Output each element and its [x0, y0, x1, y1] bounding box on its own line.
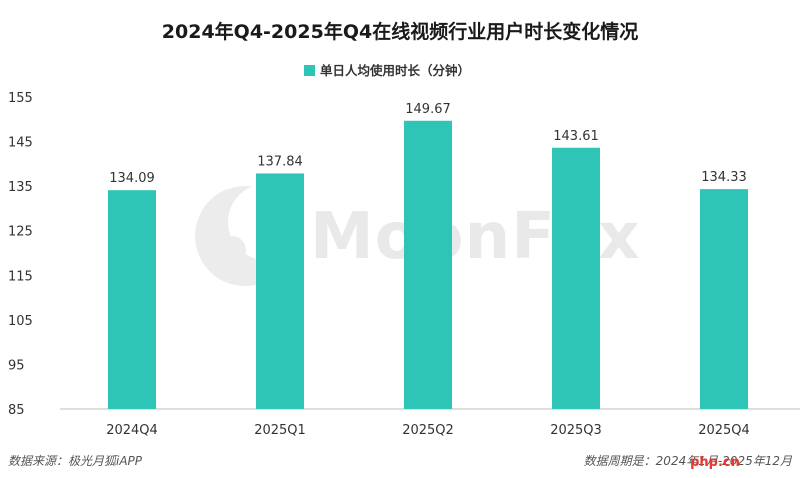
bar-2025Q3 — [552, 147, 600, 410]
source-note: 数据来源：极光月狐iAPP — [8, 454, 143, 468]
y-tick-label: 155 — [8, 91, 33, 106]
y-tick-label: 95 — [8, 358, 25, 373]
legend-swatch — [304, 65, 315, 76]
data-label: 137.84 — [257, 154, 303, 169]
bar-2025Q1 — [256, 173, 304, 409]
y-tick-label: 125 — [8, 225, 33, 240]
data-label: 149.67 — [405, 102, 451, 117]
x-tick-label: 2025Q1 — [254, 423, 306, 438]
bars: 134.09 137.84 149.67 143.61 134.33 — [108, 102, 748, 410]
x-tick-label: 2025Q4 — [698, 423, 750, 438]
y-tick-label: 135 — [8, 180, 33, 195]
y-tick-label: 145 — [8, 136, 33, 151]
data-label: 143.61 — [553, 129, 599, 144]
bar-2024Q4 — [108, 190, 156, 409]
x-tick-label: 2024Q4 — [106, 423, 158, 438]
x-axis: 2024Q4 2025Q1 2025Q2 2025Q3 2025Q4 — [106, 423, 750, 438]
bar-2025Q2 — [404, 120, 452, 410]
y-tick-label: 85 — [8, 403, 25, 418]
x-tick-label: 2025Q3 — [550, 423, 602, 438]
data-label: 134.09 — [109, 171, 155, 186]
y-tick-label: 105 — [8, 314, 33, 329]
bar-2025Q4 — [700, 189, 748, 409]
chart-title: 2024年Q4-2025年Q4在线视频行业用户时长变化情况 — [162, 20, 638, 43]
y-axis: 155 145 135 125 115 105 95 85 — [8, 91, 33, 418]
x-tick-label: 2025Q2 — [402, 423, 454, 438]
legend: 单日人均使用时长（分钟） — [304, 63, 470, 78]
period-note: 数据周期是：2024年1月-2025年12月 — [584, 454, 793, 468]
legend-label: 单日人均使用时长（分钟） — [320, 63, 470, 78]
site-watermark: php.cn — [690, 455, 740, 470]
y-tick-label: 115 — [8, 269, 33, 284]
data-label: 134.33 — [701, 170, 747, 185]
